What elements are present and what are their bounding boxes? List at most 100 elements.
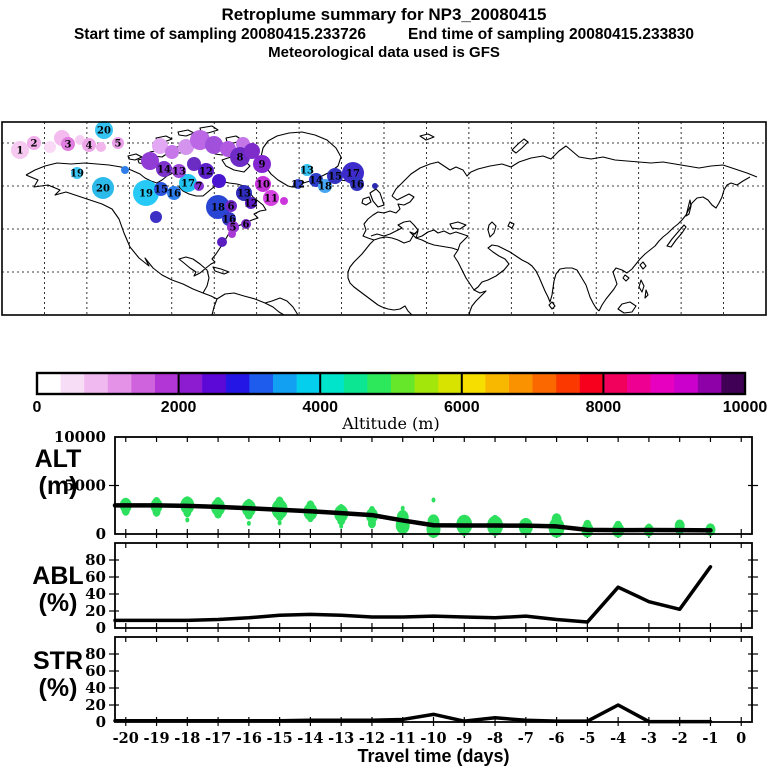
str-panel-label-name: STR bbox=[33, 647, 83, 675]
map-marker bbox=[225, 200, 237, 212]
colorbar-segment bbox=[603, 373, 628, 394]
map-marker-day-label: 8 bbox=[237, 153, 244, 164]
map-marker bbox=[178, 139, 194, 155]
colorbar-tick-label: 10000 bbox=[723, 399, 768, 416]
coastline bbox=[507, 221, 515, 229]
colorbar-segment bbox=[556, 373, 581, 394]
plume-scatter-point bbox=[307, 514, 314, 523]
colorbar-segment bbox=[131, 373, 156, 394]
map-marker bbox=[61, 137, 75, 151]
y-tick-label: 5000 bbox=[64, 477, 106, 495]
coastline bbox=[369, 188, 385, 208]
map-marker bbox=[217, 237, 227, 247]
colorbar-segment bbox=[532, 373, 557, 394]
alt-series-line bbox=[112, 503, 713, 533]
page-title: Retroplume summary for NP3_20080415 bbox=[221, 5, 547, 24]
x-tick-label: -6 bbox=[549, 730, 565, 747]
map-marker bbox=[227, 221, 239, 233]
map-marker-day-label: 10 bbox=[256, 180, 270, 191]
colorbar-segment bbox=[37, 373, 62, 394]
colorbar-segment bbox=[320, 373, 345, 394]
map-marker-day-label: 9 bbox=[259, 160, 266, 171]
colorbar-segment bbox=[485, 373, 510, 394]
plume-scatter-point bbox=[183, 507, 192, 518]
map-marker bbox=[327, 168, 343, 184]
x-tick-label: -3 bbox=[641, 730, 657, 747]
coastline bbox=[548, 301, 556, 310]
map-marker bbox=[11, 141, 29, 159]
colorbar-tick-label: 2000 bbox=[161, 399, 197, 416]
coastline bbox=[419, 133, 435, 141]
x-tick-label: -11 bbox=[390, 730, 416, 747]
map-marker-day-label: 13 bbox=[300, 166, 314, 177]
coastline bbox=[598, 176, 751, 312]
colorbar-segment bbox=[343, 373, 368, 394]
colorbar-segment bbox=[438, 373, 463, 394]
map-marker bbox=[253, 155, 271, 173]
map-marker bbox=[263, 190, 279, 206]
coastline bbox=[216, 292, 299, 316]
x-tick-label: -9 bbox=[456, 730, 472, 747]
map-marker bbox=[198, 163, 214, 179]
colorbar-segment bbox=[509, 373, 534, 394]
map-marker bbox=[205, 136, 223, 154]
map-marker bbox=[82, 138, 96, 152]
y-tick-label: 10000 bbox=[54, 428, 106, 446]
map-marker bbox=[27, 136, 41, 150]
colorbar-segment bbox=[697, 373, 722, 394]
colorbar-segment bbox=[674, 373, 699, 394]
map-marker-day-label: 12 bbox=[244, 199, 258, 210]
map-marker bbox=[96, 142, 106, 152]
str-series-line bbox=[113, 703, 713, 724]
map-marker-day-label: 2 bbox=[31, 139, 38, 150]
colorbar-segment bbox=[202, 373, 227, 394]
coastline bbox=[685, 199, 692, 217]
coastline bbox=[644, 289, 649, 299]
map-marker-day-label: 13 bbox=[172, 167, 186, 178]
map-marker bbox=[244, 143, 260, 159]
colorbar-segment bbox=[249, 373, 274, 394]
sampling-times-line: Start time of sampling 20080415.233726 E… bbox=[0, 26, 768, 44]
colorbar-segment bbox=[273, 373, 298, 394]
x-tick-label: -13 bbox=[328, 730, 354, 747]
colorbar-segment bbox=[461, 373, 486, 394]
coastline bbox=[373, 230, 459, 251]
coastline bbox=[25, 174, 218, 316]
colorbar-segment bbox=[178, 373, 203, 394]
map-marker-day-label: 4 bbox=[86, 141, 93, 152]
map-marker bbox=[206, 195, 230, 219]
plume-scatter-point bbox=[431, 497, 436, 503]
x-axis: -20 -19 -18 -17 -16 -15 -14 -13 -12 -11 -10 -9 -8 -7-… bbox=[113, 730, 747, 747]
map-marker bbox=[212, 174, 226, 188]
map-marker-day-label: 19 bbox=[139, 189, 153, 200]
map-marker bbox=[152, 138, 168, 154]
map-marker-day-label: 12 bbox=[199, 167, 213, 178]
plume-scatter-point bbox=[185, 517, 190, 523]
colorbar-segment bbox=[60, 373, 85, 394]
colorbar-tick-label: 0 bbox=[33, 399, 42, 416]
map-marker bbox=[156, 161, 172, 177]
x-tick-label: -16 bbox=[236, 730, 262, 747]
colorbar-tick-label: 6000 bbox=[444, 399, 480, 416]
map-marker-day-label: 17 bbox=[346, 169, 360, 180]
start-time-label: Start time of sampling 20080415.233726 bbox=[73, 26, 367, 43]
colorbar-tick-label: 4000 bbox=[302, 399, 338, 416]
plume-scatter-point bbox=[337, 515, 346, 526]
colorbar-tick-label: 8000 bbox=[586, 399, 622, 416]
x-tick-label: -7 bbox=[518, 730, 534, 747]
plume-scatter-point bbox=[214, 508, 223, 519]
map-marker bbox=[318, 179, 332, 193]
str-panel-label-unit: (%) bbox=[38, 674, 78, 702]
map-marker-day-label: 1 bbox=[17, 146, 24, 157]
map-marker bbox=[44, 141, 56, 153]
alt-panel-label-name: ALT bbox=[34, 445, 82, 473]
colorbar-segment bbox=[627, 373, 652, 394]
x-tick-label: -5 bbox=[579, 730, 595, 747]
map-marker bbox=[255, 176, 271, 192]
plume-scatter-point bbox=[400, 505, 405, 511]
map-marker-day-label: 15 bbox=[154, 185, 168, 196]
map-marker bbox=[133, 180, 159, 206]
